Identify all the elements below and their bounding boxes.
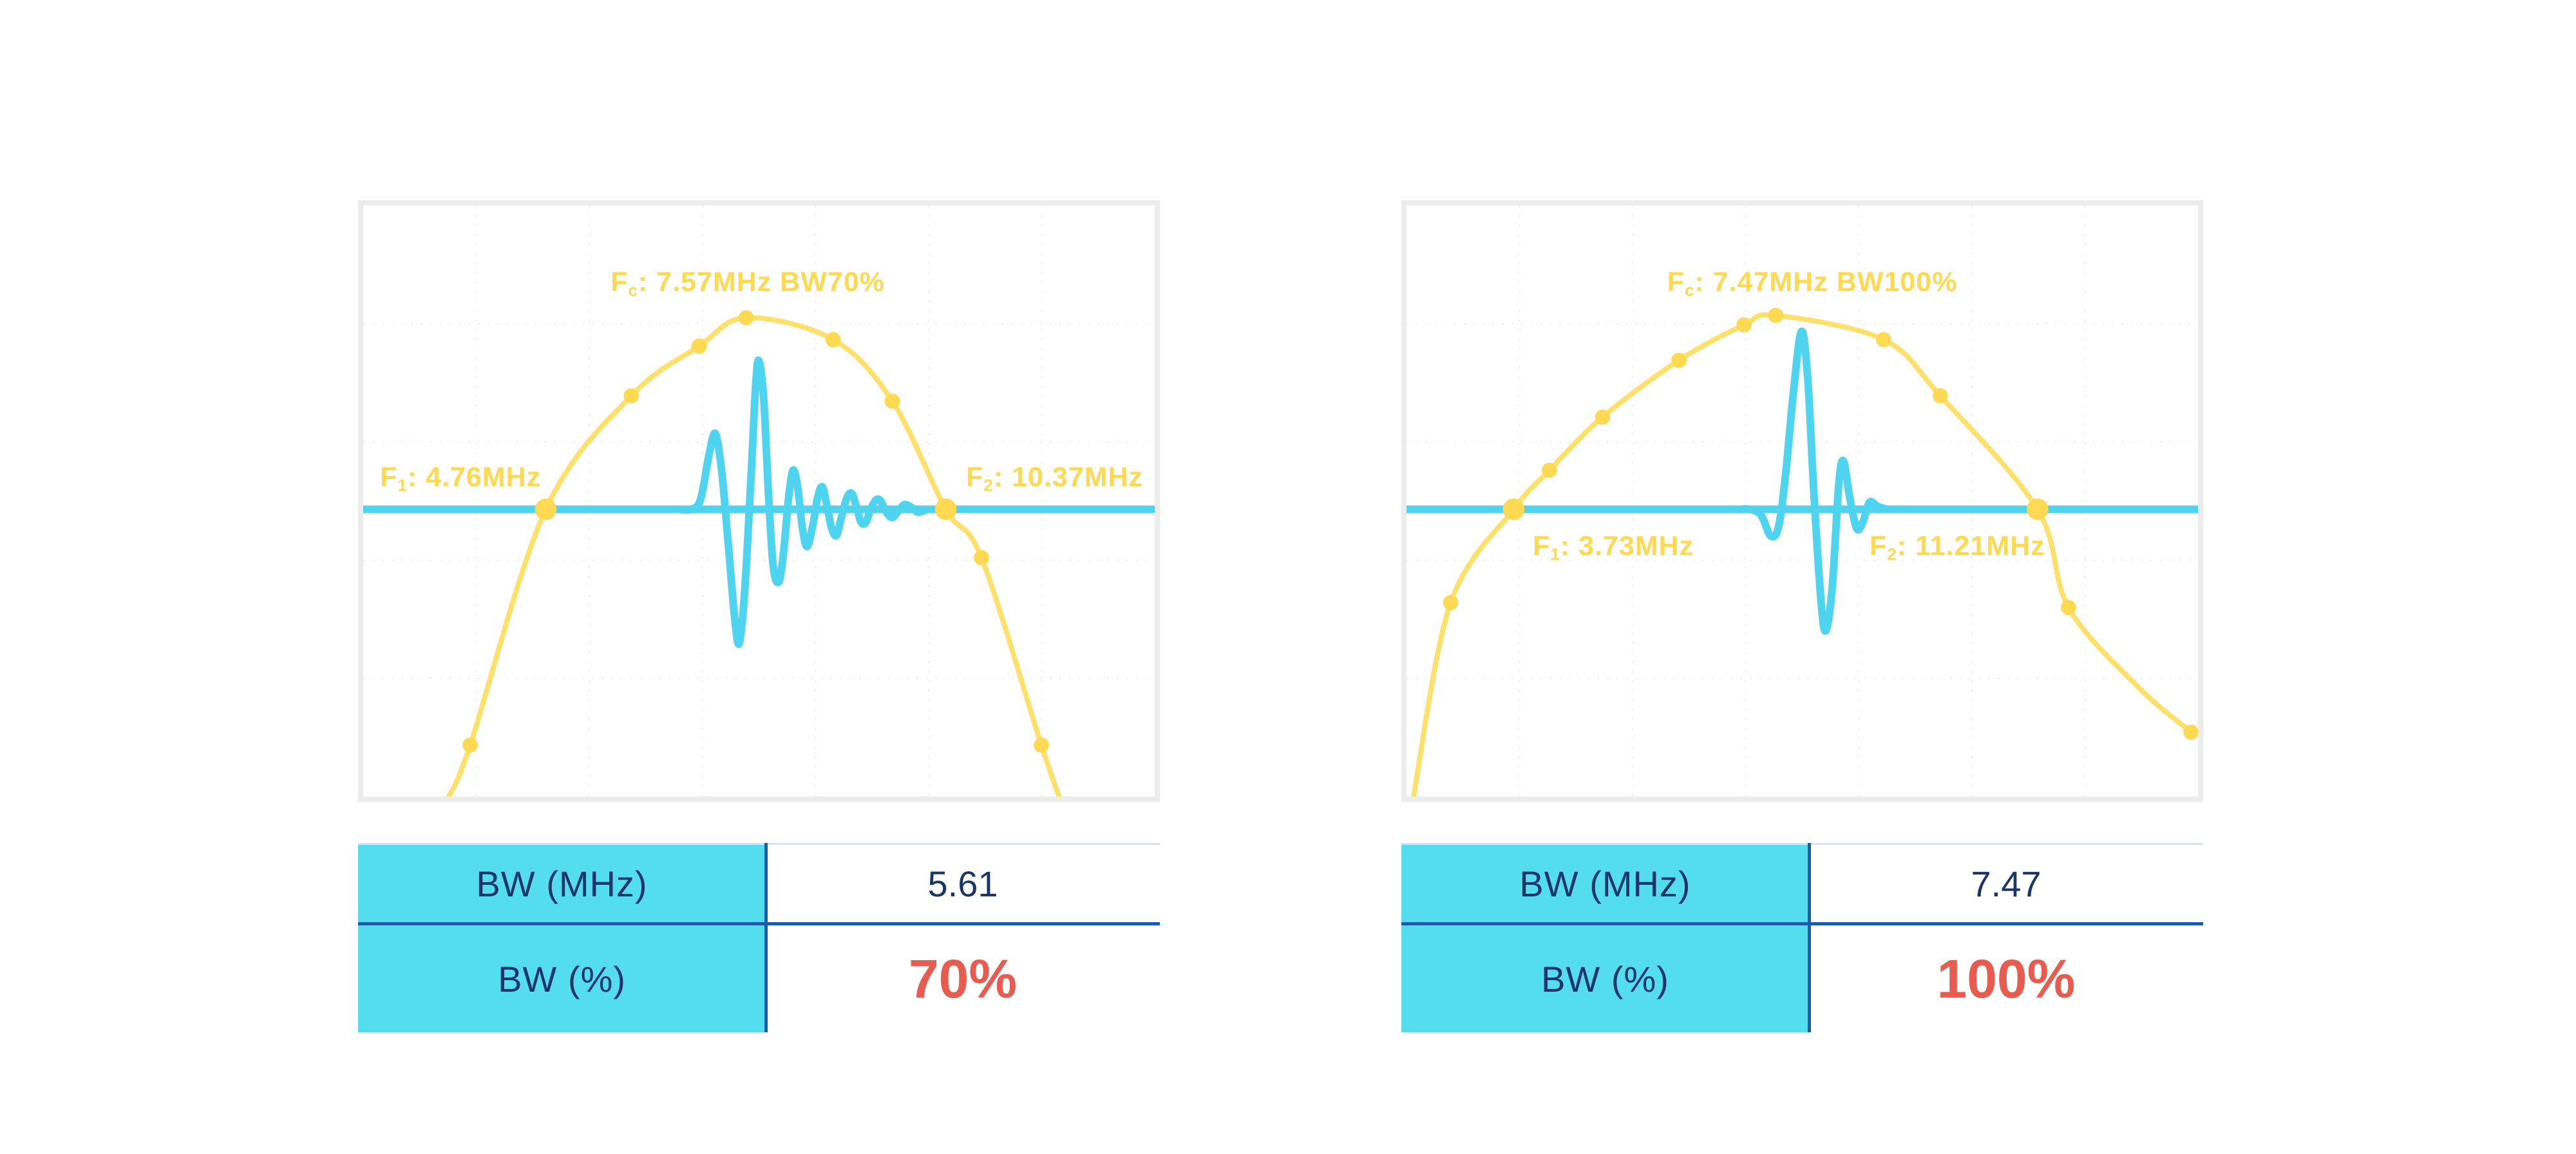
pulse-waveform [1735, 327, 1891, 635]
bw-mhz-value-cell: 5.61 [927, 863, 998, 904]
bandwidth-marker-dot [934, 498, 957, 520]
spectrum-data-dot [1932, 388, 1948, 404]
spectrum-data-dot [738, 310, 754, 326]
spectrum-data-dot [1034, 737, 1049, 753]
upper-cutoff-label: F2: 11.21MHz [1870, 531, 2045, 564]
bandwidth-table: BW (MHz) 7.47 BW (%) 100% [1401, 843, 2203, 1032]
table-middle-divider [1401, 922, 2203, 925]
spectrum-curve [446, 315, 1062, 797]
spectrum-data-dot [2183, 724, 2198, 740]
label-subscript: 1 [397, 475, 408, 495]
label-subscript: 2 [1887, 544, 1897, 564]
label-prefix: F [1870, 531, 1888, 562]
spectrum-data-dot [1595, 409, 1611, 425]
bw-percent-label-cell: BW (%) [358, 925, 766, 1032]
spectrum-data-dot [1443, 595, 1459, 610]
label-prefix: F [380, 462, 398, 493]
spectrum-data-dot [1542, 462, 1557, 478]
table-middle-divider [358, 922, 1160, 925]
label-text: : 7.57MHz BW70% [638, 267, 885, 298]
spectrum-data-dot [1875, 332, 1891, 348]
label-text: : 11.21MHz [1897, 531, 2045, 562]
table-top-divider [1401, 843, 2203, 845]
label-prefix: F [611, 267, 629, 298]
bw-mhz-value-cell: 7.47 [1971, 863, 2041, 904]
upper-cutoff-label: F2: 10.37MHz [966, 462, 1143, 495]
bandwidth-marker-dot [2027, 498, 2049, 520]
label-text: : 10.37MHz [993, 462, 1143, 493]
bw-mhz-label-cell: BW (MHz) [1401, 845, 1809, 922]
spectrum-data-dot [691, 338, 707, 354]
spectrum-plot [363, 205, 1155, 797]
spectrum-data-dot [1736, 317, 1752, 333]
label-text: : 4.76MHz [407, 462, 542, 493]
label-text: : 7.47MHz BW100% [1694, 267, 1958, 298]
table-column-divider [764, 843, 768, 1032]
label-subscript: c [1684, 280, 1695, 300]
bandwidth-marker-dot [535, 498, 557, 520]
table-row: BW (%) 100% [1401, 925, 2203, 1032]
spectrum-data-dot [1768, 307, 1784, 323]
bandwidth-table: BW (MHz) 5.61 BW (%) 70% [358, 843, 1160, 1032]
spectrum-data-dot [2060, 600, 2076, 616]
bw-mhz-label-cell: BW (MHz) [358, 845, 766, 922]
spectrum-data-dot [825, 332, 841, 348]
label-subscript: c [628, 280, 638, 300]
spectrum-data-dot [462, 737, 478, 753]
label-subscript: 2 [983, 475, 994, 495]
spectrum-plot [1406, 205, 2198, 797]
spectrum-data-dot [623, 388, 639, 404]
center-frequency-label: Fc: 7.47MHz BW100% [1667, 267, 1958, 300]
label-text: : 3.73MHz [1560, 531, 1694, 562]
label-prefix: F [966, 462, 984, 493]
pulse-waveform [676, 356, 932, 648]
label-prefix: F [1667, 267, 1685, 298]
label-subscript: 1 [1550, 544, 1560, 564]
spectrum-data-dot [884, 393, 900, 409]
bw-percent-value-cell: 100% [1937, 948, 2076, 1009]
spectrum-data-dot [974, 550, 989, 565]
table-column-divider [1808, 843, 1811, 1032]
label-prefix: F [1533, 531, 1551, 562]
spectrum-data-dot [1671, 352, 1687, 368]
lower-cutoff-label: F1: 4.76MHz [380, 462, 541, 495]
bandwidth-marker-dot [1502, 498, 1525, 520]
bw-percent-value-cell: 70% [908, 948, 1018, 1009]
table-row: BW (%) 70% [358, 925, 1160, 1032]
lower-cutoff-label: F1: 3.73MHz [1533, 531, 1694, 564]
table-row: BW (MHz) 5.61 [358, 845, 1160, 922]
spectrum-chart-100pct: Fc: 7.47MHz BW100% F1: 3.73MHz F2: 11.21… [1401, 200, 2203, 802]
table-row: BW (MHz) 7.47 [1401, 845, 2203, 922]
center-frequency-label: Fc: 7.57MHz BW70% [611, 267, 885, 300]
spectrum-curve [1410, 312, 2194, 797]
spectrum-chart-70pct: Fc: 7.57MHz BW70% F1: 4.76MHz F2: 10.37M… [358, 200, 1160, 802]
bw-percent-label-cell: BW (%) [1401, 925, 1809, 1032]
table-top-divider [358, 843, 1160, 845]
